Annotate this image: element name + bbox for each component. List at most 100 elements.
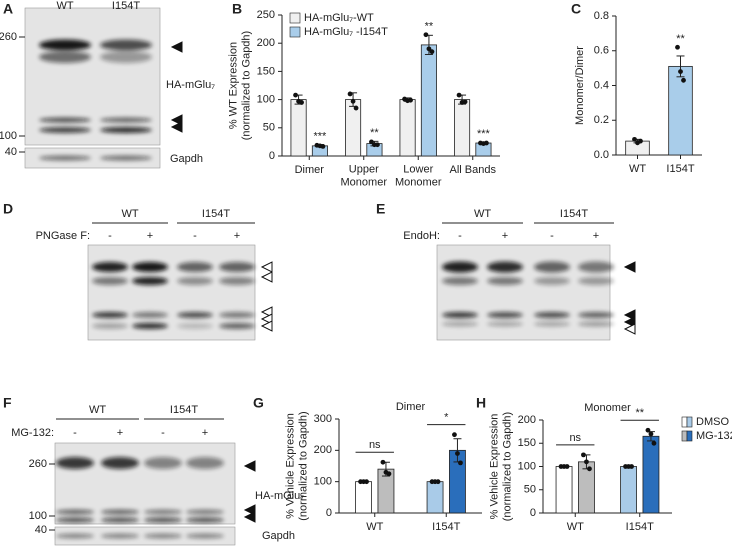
blot-band xyxy=(177,312,213,318)
data-point xyxy=(584,459,589,465)
blot-band xyxy=(100,127,152,133)
group-label: I154T xyxy=(560,208,588,220)
band-label: HA-mGlu₇ xyxy=(255,490,304,502)
blot-band xyxy=(39,155,91,161)
band-arrow xyxy=(260,320,273,332)
band-arrow xyxy=(623,309,636,321)
data-point xyxy=(347,91,353,97)
x-tick-label: Lower Monomer xyxy=(395,163,442,188)
treatment-sign: - xyxy=(458,230,462,242)
y-tick-label: 300 xyxy=(314,413,332,425)
blot-band xyxy=(177,262,213,272)
data-point xyxy=(581,452,586,458)
blot-band xyxy=(487,312,523,318)
treatment-sign: - xyxy=(193,230,197,242)
blot-band xyxy=(487,277,523,285)
band-arrow xyxy=(260,261,273,273)
significance: ** xyxy=(425,21,434,33)
blot-band xyxy=(442,312,478,318)
y-tick-label: 100 xyxy=(257,94,275,106)
mw-marker: 40 xyxy=(5,146,17,158)
y-tick-label: 250 xyxy=(257,9,275,21)
blot-band xyxy=(56,517,94,523)
data-point xyxy=(462,99,468,105)
treatment-sign: + xyxy=(234,230,240,242)
bar xyxy=(355,481,372,514)
legend-swatch xyxy=(681,430,688,442)
significance: ns xyxy=(369,439,381,451)
band-arrow xyxy=(170,121,183,133)
bar xyxy=(454,99,471,157)
treatment-sign: + xyxy=(502,230,508,242)
data-point xyxy=(455,451,460,456)
data-point xyxy=(675,44,680,50)
data-point xyxy=(386,471,392,477)
blot-background xyxy=(24,7,161,146)
y-tick-label: 0 xyxy=(269,150,275,162)
blot-band xyxy=(39,51,91,63)
mw-marker: 40 xyxy=(35,524,47,536)
data-point xyxy=(678,69,683,74)
data-point xyxy=(484,140,489,146)
blot-band xyxy=(132,323,168,329)
data-point xyxy=(452,432,457,438)
blot-band xyxy=(186,533,224,539)
blot-band xyxy=(56,533,94,539)
y-tick-label: 0 xyxy=(530,507,536,519)
y-tick-label: 50 xyxy=(263,122,275,134)
data-point xyxy=(645,427,651,433)
data-point xyxy=(350,98,356,104)
data-point xyxy=(364,479,369,485)
blot-band xyxy=(92,277,128,285)
y-tick-label: 0.2 xyxy=(594,114,609,126)
x-tick-label: I154T xyxy=(666,163,694,175)
blot-band xyxy=(101,509,139,515)
blot-band xyxy=(144,517,182,523)
x-tick-label: WT xyxy=(567,521,584,533)
data-point xyxy=(429,49,435,55)
bar xyxy=(555,466,573,514)
data-point xyxy=(423,32,429,38)
chart-title: Monomer xyxy=(584,402,631,414)
panel-letter: B xyxy=(232,1,242,17)
data-point xyxy=(435,479,441,485)
band-arrow xyxy=(260,313,273,325)
y-tick-label: 200 xyxy=(518,414,536,426)
y-tick-label: 0.4 xyxy=(594,79,609,91)
blot-band xyxy=(39,127,91,133)
significance: ** xyxy=(635,407,644,419)
data-point xyxy=(629,464,634,469)
x-tick-label: I154T xyxy=(626,521,654,533)
legend-swatch xyxy=(289,26,301,38)
blot-band xyxy=(186,457,224,469)
mw-marker: 100 xyxy=(29,510,47,522)
y-tick-label: 100 xyxy=(314,476,332,488)
data-point xyxy=(380,459,386,465)
significance: ** xyxy=(676,33,685,45)
treatment-sign: + xyxy=(593,230,599,242)
blot-band xyxy=(56,509,94,515)
band-arrow xyxy=(260,306,273,318)
data-point xyxy=(293,92,298,98)
blot-band xyxy=(487,321,523,327)
significance: *** xyxy=(477,128,491,140)
y-axis-label: % Vehicle Expression(normalized to Gapdh… xyxy=(488,412,513,521)
panel-letter: D xyxy=(3,201,13,217)
group-label: I154T xyxy=(202,208,230,220)
band-arrow xyxy=(623,261,636,273)
panel-letter: C xyxy=(571,1,581,17)
blot-band xyxy=(578,321,614,327)
band-label: Gapdh xyxy=(170,153,203,165)
blot-band xyxy=(101,457,139,469)
blot-band xyxy=(578,312,614,318)
data-point xyxy=(375,142,380,148)
data-point xyxy=(458,460,463,466)
x-tick-label: Dimer xyxy=(295,164,325,176)
group-label: I154T xyxy=(170,404,198,416)
mw-marker: 100 xyxy=(0,130,17,142)
blot-band xyxy=(177,277,213,285)
y-tick-label: 0.0 xyxy=(594,149,609,161)
blot-band xyxy=(92,262,128,272)
legend-label: MG-132 xyxy=(696,430,732,442)
blot-band xyxy=(101,517,139,523)
